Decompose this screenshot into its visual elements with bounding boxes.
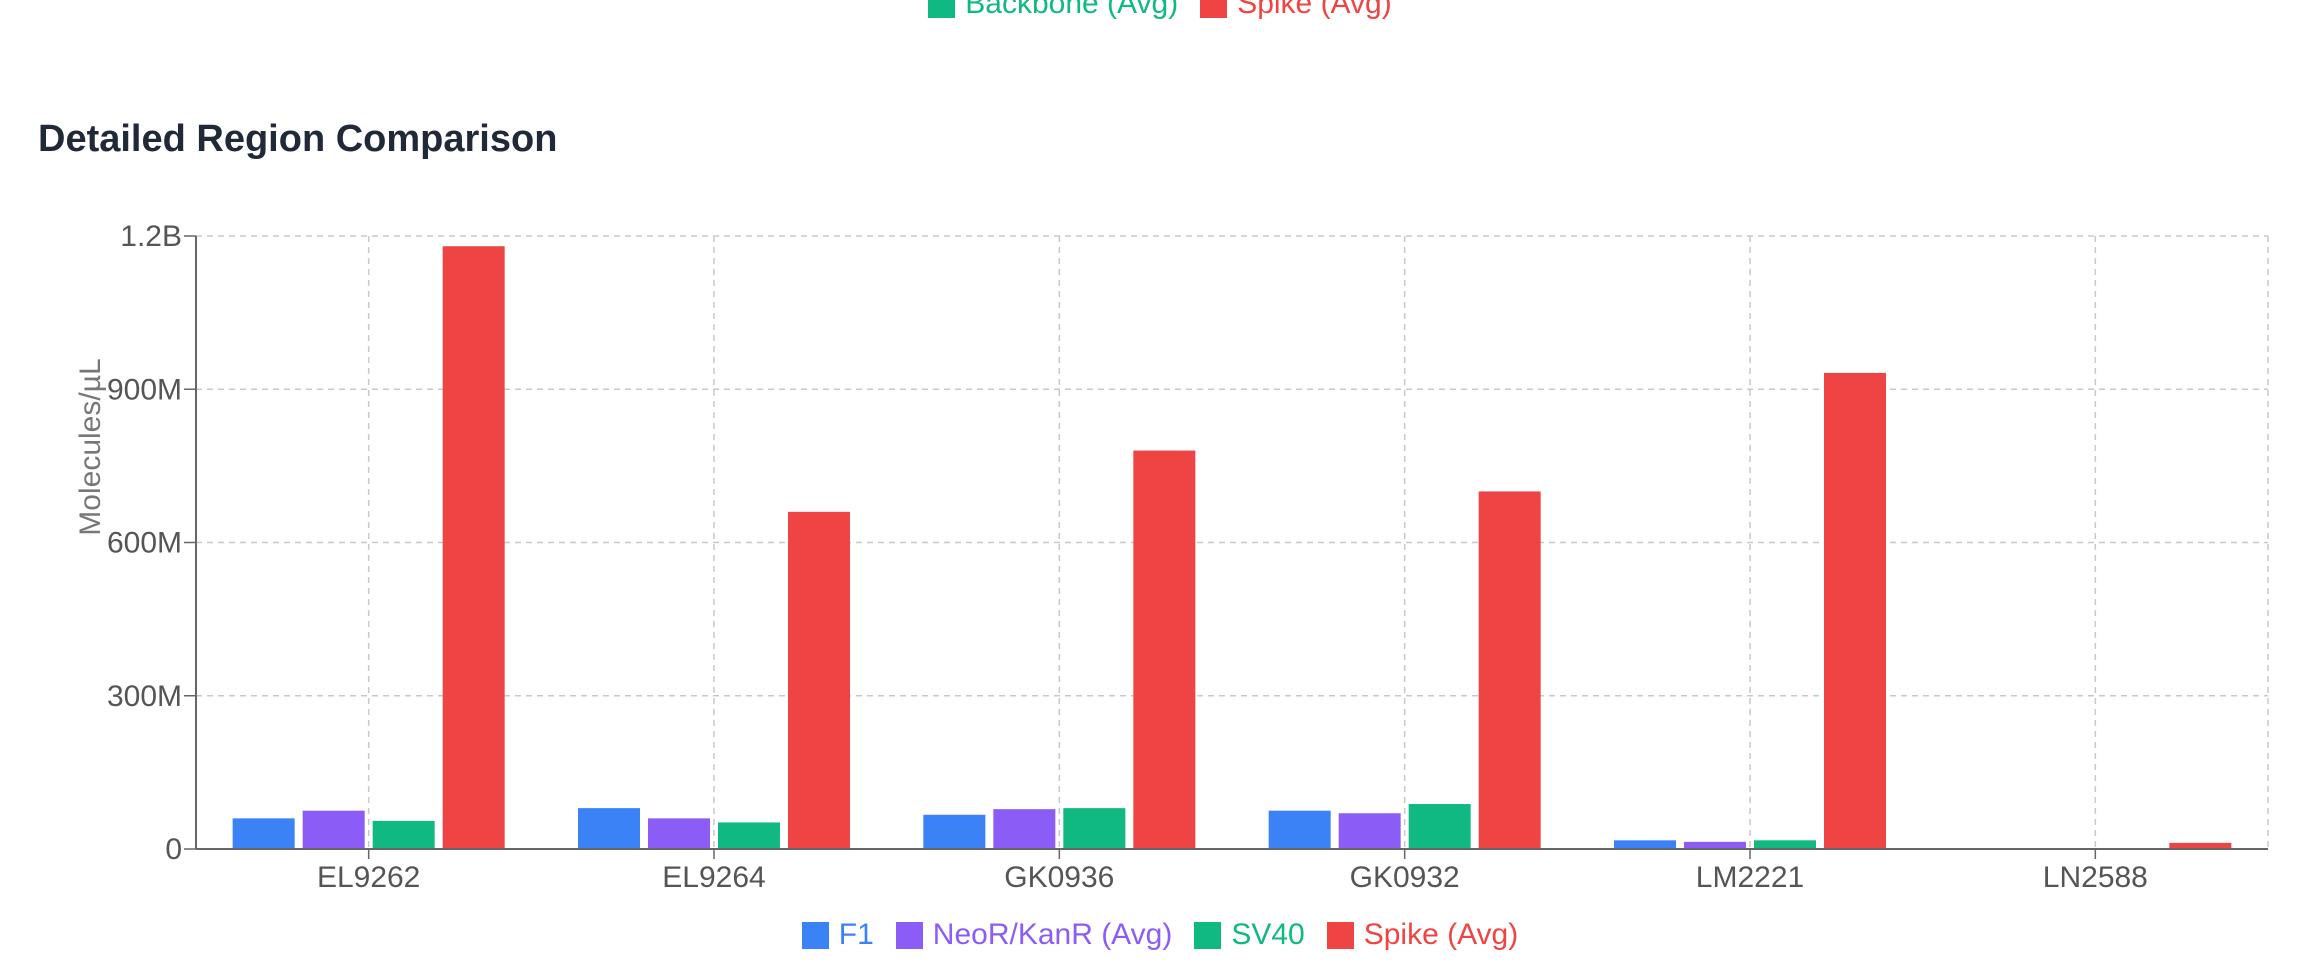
legend-item[interactable]: SV40	[1194, 917, 1305, 953]
x-tick-label: LN2588	[2043, 861, 2148, 894]
legend-swatch	[1194, 921, 1222, 949]
legend-item-spike[interactable]: Spike (Avg)	[1200, 0, 1392, 22]
section-title: Detailed Region Comparison	[38, 118, 558, 160]
bar	[1133, 450, 1196, 849]
legend-label: SV40	[1231, 918, 1305, 951]
chart-legend: F1 NeoR/KanR (Avg) SV40 Spike (Avg)	[0, 917, 2320, 953]
y-tick-label: 1.2B	[120, 220, 182, 253]
legend-item[interactable]: Spike (Avg)	[1326, 917, 1519, 953]
bar	[442, 246, 505, 849]
legend-label: NeoR/KanR (Avg)	[932, 918, 1173, 951]
bar	[578, 808, 640, 849]
bar	[1338, 813, 1401, 849]
bar	[718, 822, 780, 849]
y-tick-label: 0	[165, 833, 182, 866]
x-tick-label: LM2221	[1696, 861, 1804, 894]
legend-swatch	[1326, 921, 1354, 949]
legend-label: F1	[838, 918, 874, 951]
bar	[372, 820, 435, 849]
legend-label-spike: Spike (Avg)	[1237, 0, 1392, 20]
legend-swatch-spike	[1200, 0, 1228, 18]
legend-swatch	[801, 921, 829, 949]
bar	[993, 809, 1056, 849]
bar	[1754, 840, 1816, 849]
legend-swatch	[895, 921, 923, 949]
bar	[1478, 491, 1541, 849]
bar	[923, 814, 986, 849]
x-tick-label: GK0936	[1004, 861, 1114, 894]
top-legend: Backbone (Avg) Spike (Avg)	[0, 0, 2320, 22]
legend-swatch-backbone	[928, 0, 956, 18]
bar	[302, 810, 365, 849]
bar	[788, 511, 850, 849]
x-tick-label: GK0932	[1350, 861, 1460, 894]
y-tick-label: 600M	[107, 527, 182, 560]
bar	[1268, 810, 1331, 849]
y-axis-label: Molecules/µL	[74, 358, 107, 535]
legend-item[interactable]: F1	[801, 917, 874, 953]
bar	[1408, 804, 1471, 849]
legend-label: Spike (Avg)	[1363, 918, 1519, 951]
x-tick-label: EL9262	[317, 861, 420, 894]
bar	[2169, 842, 2232, 849]
x-tick-label: EL9264	[662, 861, 765, 894]
bar	[1684, 841, 1746, 849]
legend-item[interactable]: NeoR/KanR (Avg)	[895, 917, 1173, 953]
y-tick-label: 300M	[107, 680, 182, 713]
bar	[232, 818, 295, 849]
bar	[648, 818, 710, 849]
legend-item-backbone[interactable]: Backbone (Avg)	[928, 0, 1178, 22]
legend-label-backbone: Backbone (Avg)	[965, 0, 1179, 20]
bar	[1824, 372, 1886, 849]
bar	[1063, 808, 1126, 849]
y-tick-label: 900M	[107, 373, 182, 406]
bar	[1614, 840, 1676, 849]
